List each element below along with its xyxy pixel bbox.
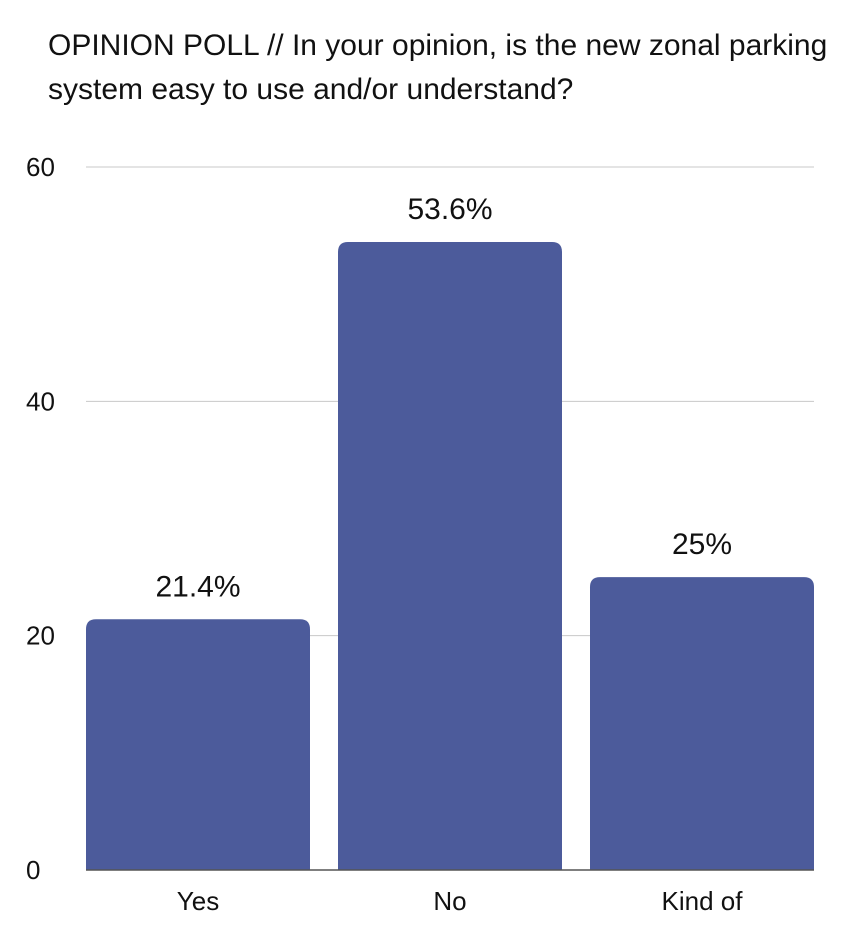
data-label: 21.4%	[155, 570, 240, 603]
data-labels: 21.4% 53.6% 25%	[155, 193, 732, 603]
chart-title: OPINION POLL // In your opinion, is the …	[48, 29, 828, 106]
bar-yes	[86, 619, 310, 870]
bar-no	[338, 241, 562, 870]
y-tick-label: 20	[26, 621, 55, 651]
bar-kind-of	[590, 577, 814, 870]
x-tick-label: Yes	[177, 886, 219, 916]
y-tick-label: 60	[26, 152, 55, 182]
y-tick-label: 0	[26, 855, 40, 885]
y-tick-label: 40	[26, 386, 55, 416]
x-tick-label: Kind of	[662, 886, 744, 916]
bars	[86, 241, 814, 870]
data-label: 25%	[672, 528, 732, 561]
y-axis-ticks: 0 20 40 60	[26, 152, 55, 885]
x-tick-label: No	[433, 886, 466, 916]
data-label: 53.6%	[407, 193, 492, 226]
x-axis-ticks: Yes No Kind of	[177, 886, 743, 916]
